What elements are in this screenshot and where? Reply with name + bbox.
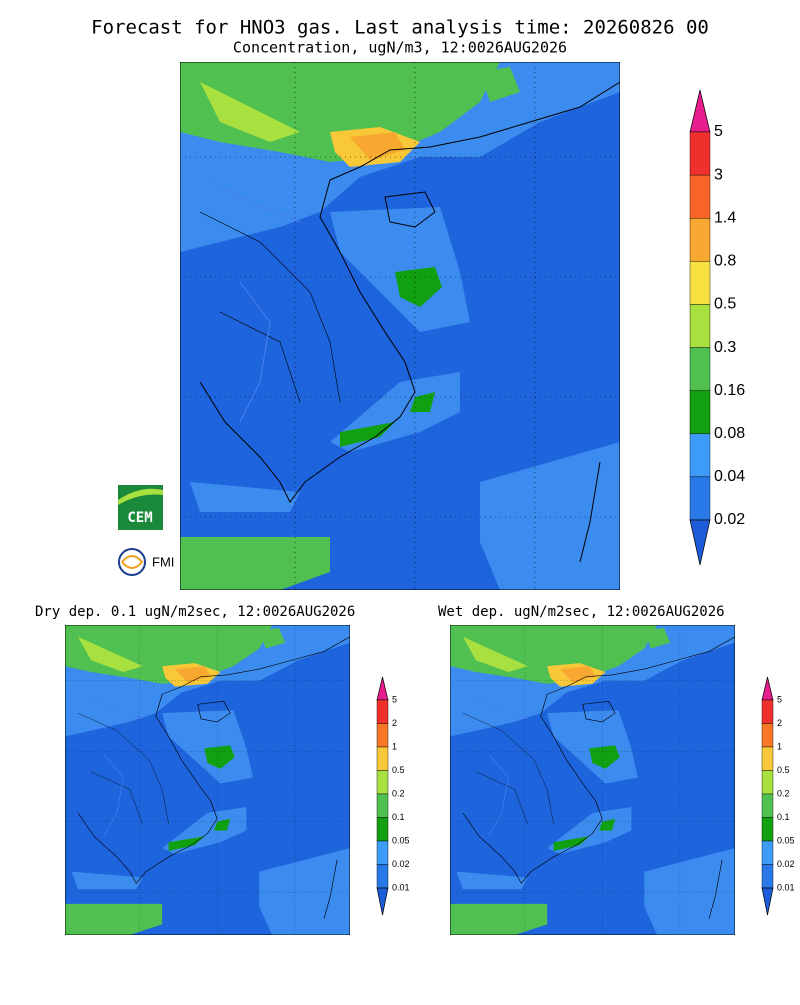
colorbar-segment [689,304,711,348]
colorbar-label: 0.1 [777,812,790,822]
colorbar-segment [761,699,774,724]
colorbar-label: 5 [392,694,397,704]
colorbar-label: 1 [777,741,782,751]
colorbar-segment [376,699,389,724]
colorbar-tip [376,887,389,916]
colorbar-label: 0.2 [777,788,790,798]
colorbar-segment [761,840,774,865]
colorbar-segment [689,390,711,434]
colorbar-segment [689,174,711,219]
colorbar-segment [761,864,774,889]
colorbar-label: 2 [777,718,782,728]
colorbar-label: 0.02 [714,511,745,528]
colorbar-label: 0.5 [392,765,405,775]
colorbar-segment [376,864,389,889]
colorbar-label: 0.02 [777,859,795,869]
colorbar-label: 0.5 [777,765,790,775]
colorbar-tip [761,676,774,701]
colorbar-label: 0.5 [714,296,736,313]
colorbar-label: 3 [714,166,723,183]
colorbar-label: 0.16 [714,382,745,399]
colorbar-segment [376,770,389,795]
colorbar-tip [689,89,711,133]
colorbar-label: 1 [392,741,397,751]
colorbar-segment [761,793,774,818]
colorbar-label: 0.01 [392,882,410,892]
logo-text: FMI [152,554,174,569]
colorbar-segment [761,746,774,771]
colorbar-label: 0.2 [392,788,405,798]
colorbar-segment [689,347,711,391]
title: Forecast for HNO3 gas. Last analysis tim… [91,17,709,39]
colorbar-tip [689,519,711,566]
wet-map [450,625,735,935]
colorbar-segment [689,218,711,262]
colorbar-tip [761,887,774,916]
panel-title: Wet dep. ugN/m2sec, 12:0026AUG2026 [438,604,725,620]
colorbar-segment [689,261,711,305]
colorbar-label: 5 [777,694,782,704]
colorbar-segment [376,817,389,842]
colorbar-tip [376,676,389,701]
dry-map [65,625,350,935]
logo-text: CEM [127,510,152,526]
subtitle: Concentration, ugN/m3, 12:0026AUG2026 [233,39,567,57]
colorbar-segment [761,770,774,795]
colorbar-label: 0.05 [777,835,795,845]
colorbar-segment [376,723,389,748]
colorbar-segment [689,433,711,478]
fmi-logo: FMI [118,548,174,576]
colorbar-segment [376,793,389,818]
colorbar-label: 0.8 [714,253,736,270]
colorbar-label: 2 [392,718,397,728]
colorbar-label: 0.08 [714,425,745,442]
colorbar-segment [689,476,711,521]
colorbar-label: 0.3 [714,339,736,356]
cem-logo: CEM [118,485,163,530]
colorbar-label: 5 [714,123,723,140]
colorbar-label: 0.05 [392,835,410,845]
colorbar-label: 0.02 [392,859,410,869]
colorbar-label: 1.4 [714,209,736,226]
colorbar-label: 0.1 [392,812,405,822]
colorbar-label: 0.04 [714,468,745,485]
main-map [180,62,620,590]
colorbar-segment [376,746,389,771]
colorbar-segment [761,817,774,842]
panel-title: Dry dep. 0.1 ugN/m2sec, 12:0026AUG2026 [35,604,355,620]
colorbar-label: 0.01 [777,882,795,892]
colorbar-segment [689,131,711,176]
colorbar-segment [761,723,774,748]
colorbar-segment [376,840,389,865]
